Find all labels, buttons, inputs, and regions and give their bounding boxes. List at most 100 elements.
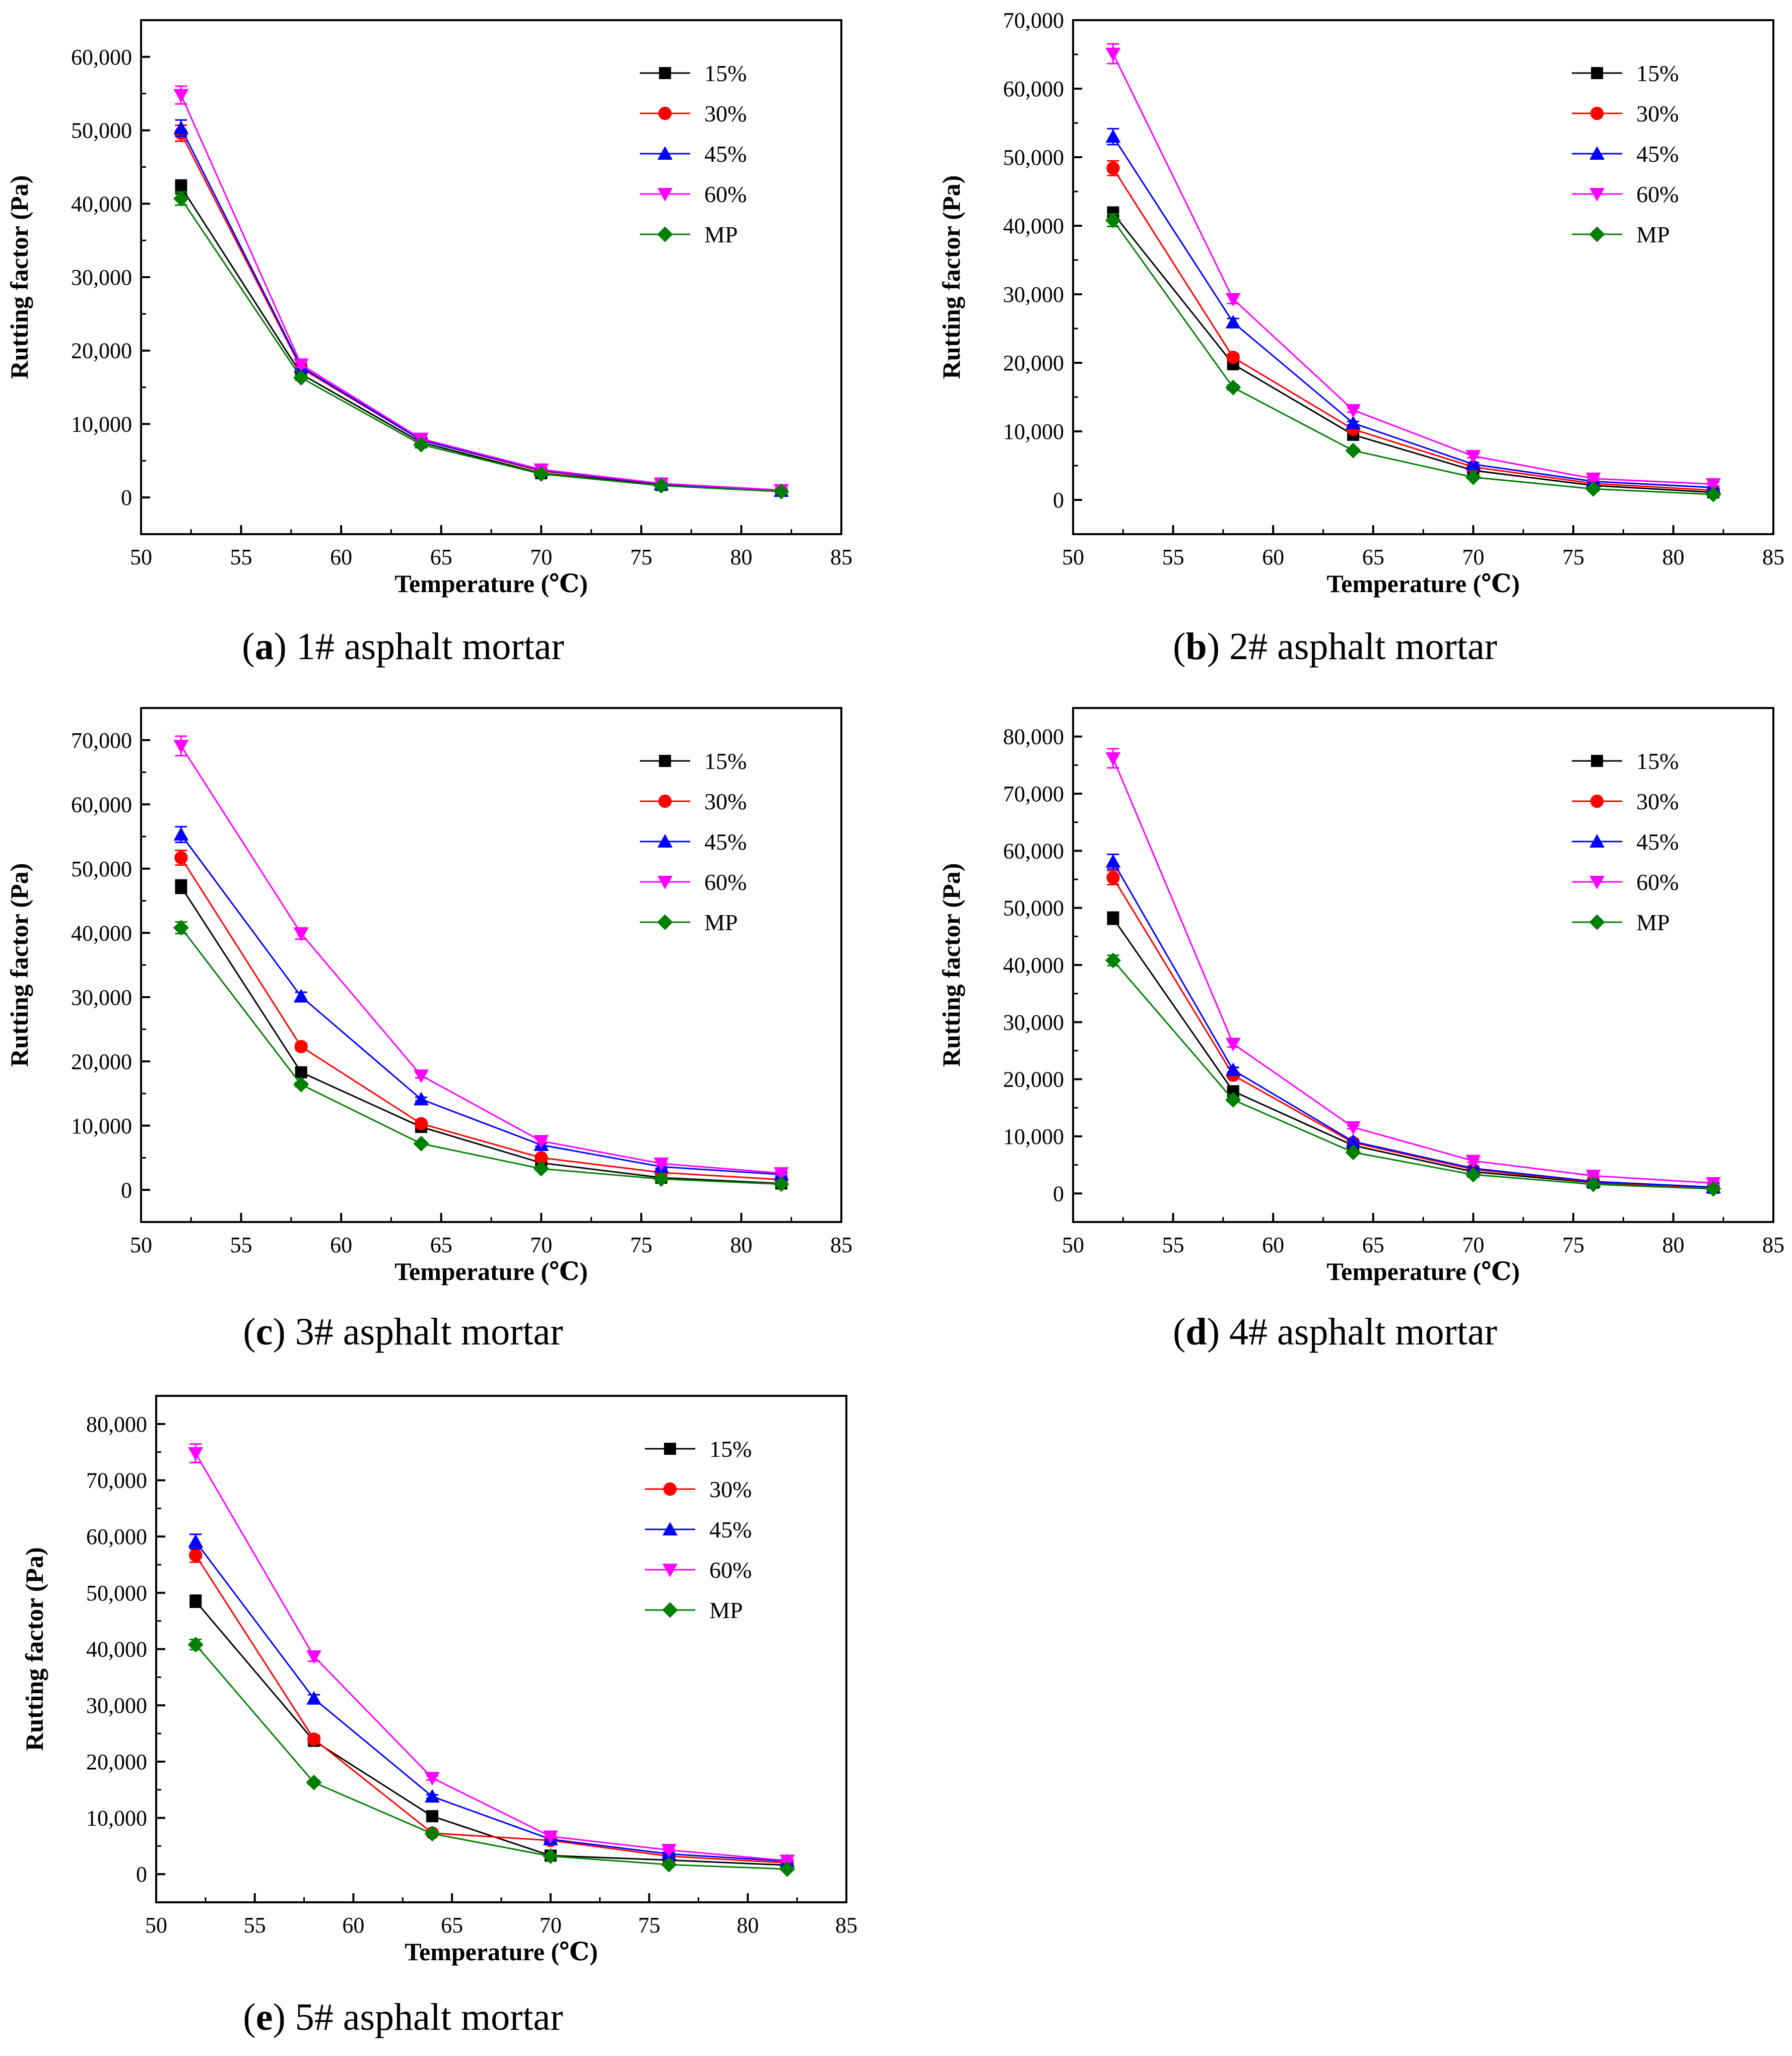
legend-marker-mp (657, 914, 673, 930)
y-tick-label: 20,000 (71, 1049, 132, 1074)
data-point-60pct (414, 1069, 429, 1083)
data-point-60pct (1466, 1154, 1481, 1169)
legend-marker-45pct (657, 834, 673, 848)
chart-panel-e: 50 55 60 65 70 75 80 85 0 10,000 20,000 30,000 40,00… (20, 1395, 857, 1966)
series-line-15pct (195, 1600, 787, 1866)
chart-panel-a: 50 55 60 65 70 75 80 85 0 10,000 20,000 30,000 40,00… (5, 19, 852, 598)
data-point-30pct (1106, 161, 1120, 175)
data-point-60pct (1705, 478, 1721, 492)
series-line-15pct (1112, 213, 1713, 493)
y-tick-label: 50,000 (71, 857, 132, 881)
x-tick-label: 60 (330, 1233, 352, 1257)
data-point-15pct (175, 880, 187, 893)
y-tick-label: 10,000 (71, 412, 132, 436)
y-tick-label: 40,000 (86, 1637, 147, 1662)
data-point-mp (1105, 952, 1121, 969)
data-point-mp (773, 1176, 789, 1192)
data-point-mp (293, 370, 309, 386)
x-axis-title: Temperature (℃) (1326, 1257, 1519, 1286)
data-point-mp (773, 483, 789, 500)
data-point-45pct (425, 1789, 440, 1803)
legend-label-mp: MP (1636, 222, 1670, 247)
y-tick-label: 10,000 (1003, 419, 1064, 444)
data-point-15pct (426, 1810, 438, 1823)
legend-marker-15pct (659, 67, 671, 79)
series-line-30pct (180, 857, 781, 1181)
legend-label-30pct: 30% (1636, 789, 1679, 814)
series-line-45pct (195, 1541, 787, 1862)
panel-label-e: e (255, 1996, 273, 2038)
data-point-45pct (306, 1691, 322, 1705)
data-point-mp (533, 1161, 549, 1177)
x-tick-label: 85 (1762, 545, 1784, 569)
chart-panel-c: 50 55 60 65 70 75 80 85 0 10,000 20,000 30,000 40,00… (5, 707, 852, 1286)
y-tick-label: 20,000 (1003, 351, 1064, 375)
legend-label-15pct: 15% (1636, 748, 1679, 774)
y-tick-label: 80,000 (86, 1412, 147, 1437)
x-tick-label: 75 (1562, 1233, 1584, 1257)
data-point-mp (543, 1848, 559, 1865)
x-tick-label: 50 (145, 1913, 167, 1938)
data-point-60pct (653, 1157, 669, 1171)
caption-b-text: 2# asphalt mortar (1229, 625, 1497, 668)
data-point-45pct (173, 120, 189, 135)
data-point-mp (653, 478, 670, 494)
series-line-30pct (180, 133, 781, 492)
data-point-45pct (1346, 415, 1361, 429)
data-point-60pct (1346, 1121, 1361, 1135)
y-tick-label: 60,000 (71, 792, 132, 817)
data-point-mp (779, 1861, 795, 1877)
legend-label-45pct: 45% (1636, 829, 1679, 855)
x-tick-label: 50 (130, 1233, 152, 1257)
data-point-60pct (1346, 404, 1361, 418)
data-point-60pct (1225, 293, 1241, 307)
data-point-mp (1105, 212, 1121, 228)
caption-d: (d) 4# asphalt mortar (1173, 1311, 1497, 1353)
data-point-60pct (1466, 449, 1481, 464)
data-point-mp (306, 1774, 322, 1790)
series-line-60pct (1112, 53, 1713, 485)
series-line-30pct (195, 1555, 787, 1864)
series-line-45pct (180, 834, 781, 1176)
data-point-30pct (174, 851, 188, 865)
y-axis-title: Rutting factor (Pa) (5, 175, 33, 379)
data-point-45pct (1346, 1134, 1361, 1148)
y-tick-label: 70,000 (71, 728, 132, 753)
y-tick-label: 50,000 (1003, 145, 1064, 170)
legend-marker-15pct (659, 755, 671, 767)
data-point-60pct (173, 740, 189, 754)
data-point-mp (1345, 1144, 1361, 1161)
data-point-45pct (414, 1091, 429, 1106)
legend-marker-mp (1589, 914, 1605, 930)
data-point-mp (1225, 1091, 1241, 1108)
data-point-30pct (535, 1151, 548, 1165)
x-tick-label: 85 (830, 545, 852, 569)
x-axis-title: Temperature (℃) (405, 1938, 598, 1966)
data-point-mp (653, 1171, 670, 1187)
data-point-60pct (543, 1830, 558, 1844)
y-tick-label: 70,000 (86, 1468, 147, 1493)
legend-marker-60pct (1589, 876, 1605, 889)
y-tick-label: 60,000 (1003, 839, 1064, 863)
x-tick-label: 70 (540, 1913, 562, 1938)
y-axis-title: Rutting factor (Pa) (937, 863, 965, 1067)
data-point-30pct (1106, 871, 1120, 884)
chart-panel-d: 50 55 60 65 70 75 80 85 0 10,000 20,000 30,000 40,00… (937, 707, 1784, 1286)
y-tick-label: 30,000 (1003, 1010, 1064, 1035)
data-point-30pct (1226, 350, 1240, 364)
data-point-60pct (173, 89, 189, 103)
x-tick-label: 70 (1462, 545, 1484, 569)
legend-label-60pct: 60% (704, 181, 747, 207)
y-tick-label: 80,000 (1003, 725, 1064, 749)
legend-marker-60pct (662, 1564, 678, 1577)
y-axis-title: Rutting factor (Pa) (5, 863, 33, 1067)
series-line-mp (195, 1644, 787, 1870)
data-point-45pct (1105, 129, 1121, 143)
y-tick-label: 10,000 (86, 1806, 147, 1831)
data-point-mp (413, 436, 429, 453)
series-line-30pct (1112, 877, 1713, 1189)
y-tick-label: 0 (1053, 1181, 1064, 1206)
series-line-45pct (1112, 136, 1713, 488)
panel-label-c: c (255, 1311, 273, 1353)
